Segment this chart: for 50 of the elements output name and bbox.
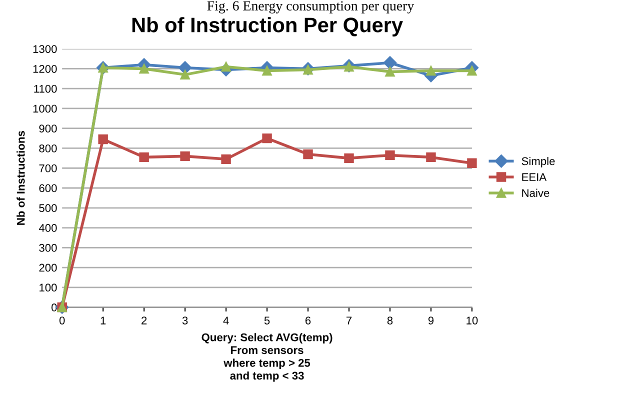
x-tick-label: 4 — [223, 316, 229, 324]
point — [467, 158, 477, 168]
x-tick-label: 0 — [59, 316, 65, 324]
x-axis-title: Query: Select AVG(temp) From sensors where temp > 25 and temp < 33 — [202, 333, 332, 382]
x-tick-label: 6 — [305, 316, 311, 324]
y-tick-label: 200 — [39, 264, 57, 272]
point — [98, 134, 108, 144]
y-tick-label: 800 — [39, 144, 57, 152]
point — [139, 152, 149, 162]
point — [139, 64, 149, 74]
x-tick-label: 10 — [466, 316, 478, 324]
x-tick-label: 3 — [182, 316, 188, 324]
point — [385, 66, 395, 77]
point — [303, 64, 313, 75]
x-tick-label: 2 — [142, 316, 147, 324]
x-tick-label: 1 — [100, 316, 106, 324]
point — [426, 66, 436, 76]
x-tick-label: 9 — [428, 316, 434, 324]
y-tick-label: 1300 — [33, 45, 57, 53]
legend-label: Naive — [522, 188, 550, 197]
point — [303, 149, 313, 160]
point — [178, 61, 192, 74]
y-tick-label: 900 — [39, 124, 57, 132]
point — [180, 70, 190, 80]
y-tick-label: 700 — [39, 164, 57, 172]
legend-label: Simple — [522, 156, 555, 168]
y-tick-label: 1200 — [33, 64, 57, 73]
y-tick-label: 1100 — [34, 84, 57, 93]
y-tick-label: 300 — [39, 244, 57, 252]
point — [383, 56, 397, 70]
point — [221, 62, 231, 72]
legend-label: EEIA — [522, 173, 547, 181]
y-tick-label: 1000 — [33, 104, 57, 113]
y-axis-title: Nb of Instructions — [16, 130, 25, 225]
x-tick-label: 5 — [264, 316, 270, 324]
point — [262, 66, 272, 76]
y-tick-label: 500 — [39, 204, 57, 212]
point — [262, 133, 272, 144]
y-tick-label: 400 — [38, 224, 57, 232]
point — [385, 150, 395, 160]
point — [180, 151, 190, 162]
point — [221, 154, 231, 164]
caption: Fig. 6 Energy consumption per query — [207, 1, 414, 14]
y-tick-label: 600 — [39, 184, 57, 192]
x-tick-label: 7 — [346, 316, 352, 324]
y-tick-label: 100 — [40, 284, 57, 292]
point — [426, 152, 436, 162]
point — [344, 153, 354, 164]
x-tick-label: 8 — [387, 316, 393, 324]
chart-title: Nb of Instruction Per Query — [132, 17, 403, 36]
